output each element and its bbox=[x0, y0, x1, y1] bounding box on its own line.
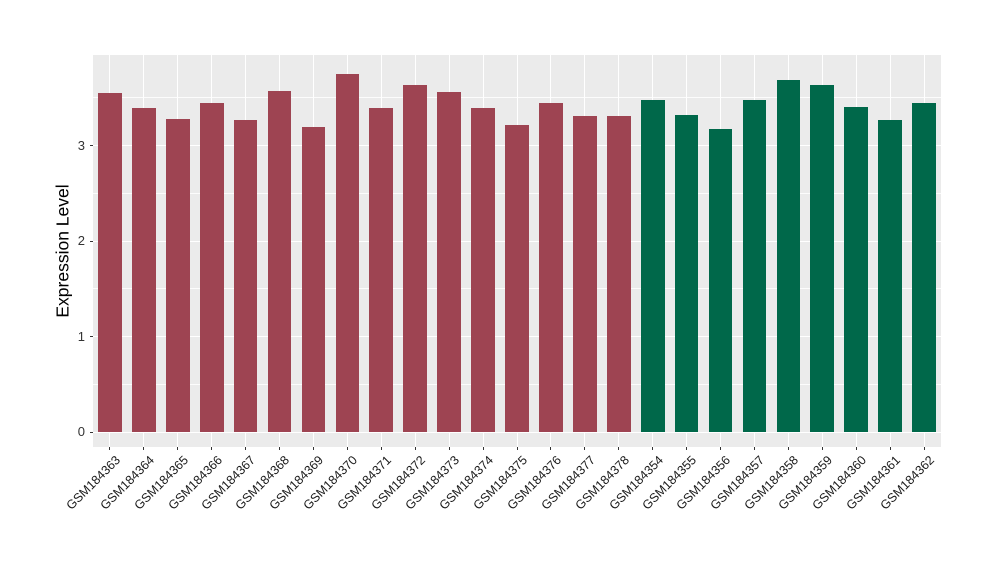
y-tick-mark bbox=[90, 336, 93, 338]
x-tick-mark bbox=[855, 447, 857, 450]
x-tick-mark bbox=[923, 447, 925, 450]
bar-GSM184375 bbox=[505, 124, 529, 432]
x-tick-mark bbox=[550, 447, 552, 450]
x-tick-mark bbox=[109, 447, 111, 450]
bar-GSM184367 bbox=[233, 120, 258, 432]
bar-GSM184369 bbox=[301, 126, 326, 432]
bar-GSM184362 bbox=[912, 102, 936, 432]
bar-GSM184376 bbox=[539, 102, 563, 432]
x-tick-mark bbox=[279, 447, 281, 450]
x-tick-mark bbox=[143, 447, 145, 450]
y-axis-title: Expression Level bbox=[52, 184, 73, 318]
y-tick-label: 0 bbox=[77, 424, 85, 440]
x-tick-mark bbox=[177, 447, 179, 450]
y-tick-label: 3 bbox=[77, 137, 85, 153]
x-tick-mark bbox=[448, 447, 450, 450]
x-tick-mark bbox=[618, 447, 620, 450]
bar-GSM184354 bbox=[640, 100, 665, 432]
x-tick-mark bbox=[380, 447, 382, 450]
bar-GSM184359 bbox=[810, 84, 835, 432]
bar-GSM184372 bbox=[403, 84, 428, 432]
y-tick-label: 1 bbox=[77, 328, 85, 344]
bar-GSM184363 bbox=[98, 93, 122, 432]
x-tick-mark bbox=[245, 447, 247, 450]
bar-GSM184361 bbox=[878, 120, 902, 432]
major-gridline bbox=[93, 431, 941, 433]
y-tick-mark bbox=[90, 145, 93, 146]
bar-GSM184368 bbox=[267, 90, 292, 432]
bar-GSM184374 bbox=[471, 107, 495, 432]
x-tick-mark bbox=[787, 447, 789, 450]
x-tick-mark bbox=[686, 447, 688, 450]
bar-GSM184360 bbox=[844, 106, 869, 432]
bar-GSM184377 bbox=[572, 116, 597, 432]
bar-GSM184365 bbox=[165, 119, 190, 432]
x-tick-mark bbox=[584, 447, 586, 450]
bar-GSM184373 bbox=[437, 92, 461, 432]
bar-GSM184378 bbox=[606, 116, 631, 432]
x-tick-mark bbox=[720, 447, 722, 450]
minor-gridline bbox=[93, 97, 941, 98]
bar-GSM184357 bbox=[742, 100, 767, 432]
x-tick-mark bbox=[211, 447, 213, 450]
bar-GSM184366 bbox=[199, 102, 224, 432]
bar-GSM184371 bbox=[369, 107, 394, 432]
y-tick-mark bbox=[90, 431, 93, 433]
x-tick-mark bbox=[889, 447, 891, 450]
x-tick-mark bbox=[312, 447, 314, 450]
bar-GSM184364 bbox=[132, 107, 156, 432]
bar-GSM184370 bbox=[335, 74, 360, 432]
x-tick-mark bbox=[753, 447, 755, 450]
x-tick-mark bbox=[516, 447, 518, 450]
y-tick-label: 2 bbox=[77, 233, 85, 249]
x-tick-mark bbox=[652, 447, 654, 450]
y-tick-mark bbox=[90, 240, 93, 242]
bar-GSM184355 bbox=[674, 115, 699, 432]
bar-GSM184358 bbox=[776, 80, 801, 432]
x-tick-mark bbox=[346, 447, 348, 450]
plot-panel bbox=[93, 55, 941, 447]
bar-GSM184356 bbox=[708, 128, 733, 432]
x-tick-mark bbox=[821, 447, 823, 450]
x-tick-mark bbox=[414, 447, 416, 450]
x-tick-mark bbox=[482, 447, 484, 450]
